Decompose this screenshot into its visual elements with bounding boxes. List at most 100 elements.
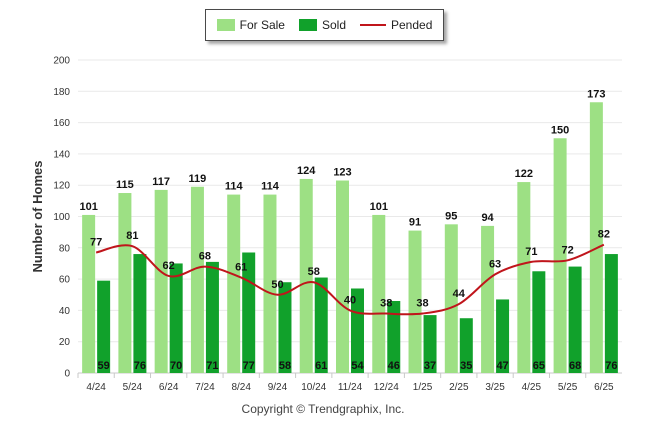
pended-data-label: 82 — [598, 229, 610, 241]
sold-swatch — [298, 19, 317, 31]
x-tick-label: 5/24 — [123, 382, 143, 393]
for-sale-data-label: 94 — [481, 212, 494, 224]
y-tick-label: 0 — [64, 369, 70, 380]
x-tick-label: 9/24 — [268, 382, 288, 393]
for-sale-data-label: 101 — [370, 201, 388, 213]
for-sale-data-label: 91 — [409, 217, 421, 229]
sold-data-label: 35 — [460, 360, 472, 372]
legend: For Sale Sold Pended — [205, 9, 444, 41]
y-tick-label: 120 — [53, 181, 70, 192]
sold-bar — [423, 315, 437, 373]
for-sale-data-label: 115 — [116, 179, 134, 191]
legend-label-pended: Pended — [391, 18, 433, 32]
sold-data-label: 65 — [533, 360, 545, 372]
x-tick-label: 1/25 — [413, 382, 433, 393]
pended-data-label: 68 — [199, 251, 211, 263]
sold-bar — [351, 288, 364, 373]
y-tick-label: 40 — [59, 306, 71, 317]
sold-data-label: 54 — [351, 360, 364, 372]
pended-data-label: 50 — [271, 279, 283, 291]
sold-bar — [459, 318, 473, 373]
for-sale-swatch — [216, 19, 235, 31]
for-sale-data-label: 173 — [587, 88, 605, 100]
sold-bar — [205, 261, 219, 373]
for-sale-data-label: 95 — [445, 210, 457, 222]
pended-data-label: 62 — [163, 260, 175, 272]
pended-data-label: 40 — [344, 294, 356, 306]
for-sale-bar — [190, 186, 204, 373]
y-tick-label: 140 — [53, 149, 70, 160]
for-sale-data-label: 114 — [225, 181, 244, 193]
for-sale-bar — [263, 194, 277, 373]
sold-bar — [568, 266, 582, 373]
pended-data-label: 81 — [126, 230, 138, 242]
sold-bar — [604, 254, 618, 373]
legend-label-for-sale: For Sale — [239, 18, 285, 32]
for-sale-bar — [82, 214, 96, 373]
pended-data-label: 44 — [453, 288, 466, 300]
for-sale-bar — [481, 225, 495, 373]
y-tick-label: 180 — [53, 87, 70, 98]
pended-line — [95, 243, 605, 316]
sold-data-label: 68 — [569, 360, 581, 372]
pended-data-label: 71 — [525, 246, 537, 258]
pended-data-label: 72 — [561, 244, 573, 256]
x-tick-label: 2/25 — [449, 382, 469, 393]
for-sale-bar — [444, 224, 458, 373]
sold-data-label: 47 — [496, 360, 508, 372]
x-tick-label: 4/25 — [522, 382, 542, 393]
pended-data-label: 38 — [416, 298, 428, 310]
sold-data-label: 37 — [424, 360, 436, 372]
sold-bar — [496, 299, 510, 373]
x-tick-label: 10/24 — [301, 382, 326, 393]
for-sale-bar — [589, 102, 603, 373]
legend-item-pended[interactable]: Pended — [360, 18, 432, 32]
x-tick-label: 11/24 — [338, 382, 363, 393]
for-sale-data-label: 101 — [79, 201, 97, 213]
sold-data-label: 58 — [279, 360, 291, 372]
legend-item-for-sale[interactable]: For Sale — [216, 18, 285, 32]
for-sale-data-label: 122 — [515, 168, 533, 180]
sold-data-label: 46 — [388, 360, 400, 372]
sold-data-label: 76 — [605, 360, 617, 372]
x-tick-label: 8/24 — [231, 382, 251, 393]
legend-label-sold: Sold — [321, 18, 346, 32]
sold-bar — [133, 254, 147, 373]
sold-bar — [97, 280, 111, 373]
y-tick-label: 20 — [59, 337, 71, 348]
sold-data-label: 71 — [206, 360, 218, 372]
sold-data-label: 70 — [170, 360, 182, 372]
for-sale-data-label: 114 — [261, 181, 280, 193]
copyright-text: Copyright © Trendgraphix, Inc. — [241, 402, 405, 416]
sold-data-label: 76 — [134, 360, 146, 372]
y-tick-label: 80 — [59, 243, 71, 254]
x-tick-label: 6/24 — [159, 382, 179, 393]
pended-data-label: 77 — [90, 236, 102, 248]
x-tick-label: 3/25 — [485, 382, 505, 393]
x-tick-label: 4/24 — [86, 382, 106, 393]
for-sale-data-label: 119 — [189, 173, 207, 185]
x-tick-label: 7/24 — [195, 382, 215, 393]
y-axis-title: Number of Homes — [30, 161, 45, 273]
sold-data-label: 61 — [315, 360, 327, 372]
for-sale-bar — [517, 182, 531, 373]
x-tick-label: 5/25 — [558, 382, 578, 393]
pended-swatch — [360, 24, 386, 26]
sold-data-label: 77 — [243, 360, 255, 372]
for-sale-data-label: 117 — [152, 176, 170, 188]
for-sale-bar — [336, 180, 349, 373]
for-sale-bar — [372, 214, 386, 373]
pended-data-label: 58 — [308, 266, 320, 278]
for-sale-data-label: 123 — [333, 167, 351, 179]
for-sale-bar — [154, 189, 168, 373]
for-sale-bar — [227, 194, 241, 373]
y-tick-label: 100 — [53, 212, 70, 223]
y-tick-label: 160 — [53, 118, 70, 129]
pended-data-label: 38 — [380, 298, 392, 310]
for-sale-bar — [118, 193, 132, 373]
legend-item-sold[interactable]: Sold — [298, 18, 346, 32]
sold-bar — [278, 282, 292, 373]
sold-bar — [532, 271, 546, 373]
for-sale-data-label: 150 — [551, 124, 569, 136]
